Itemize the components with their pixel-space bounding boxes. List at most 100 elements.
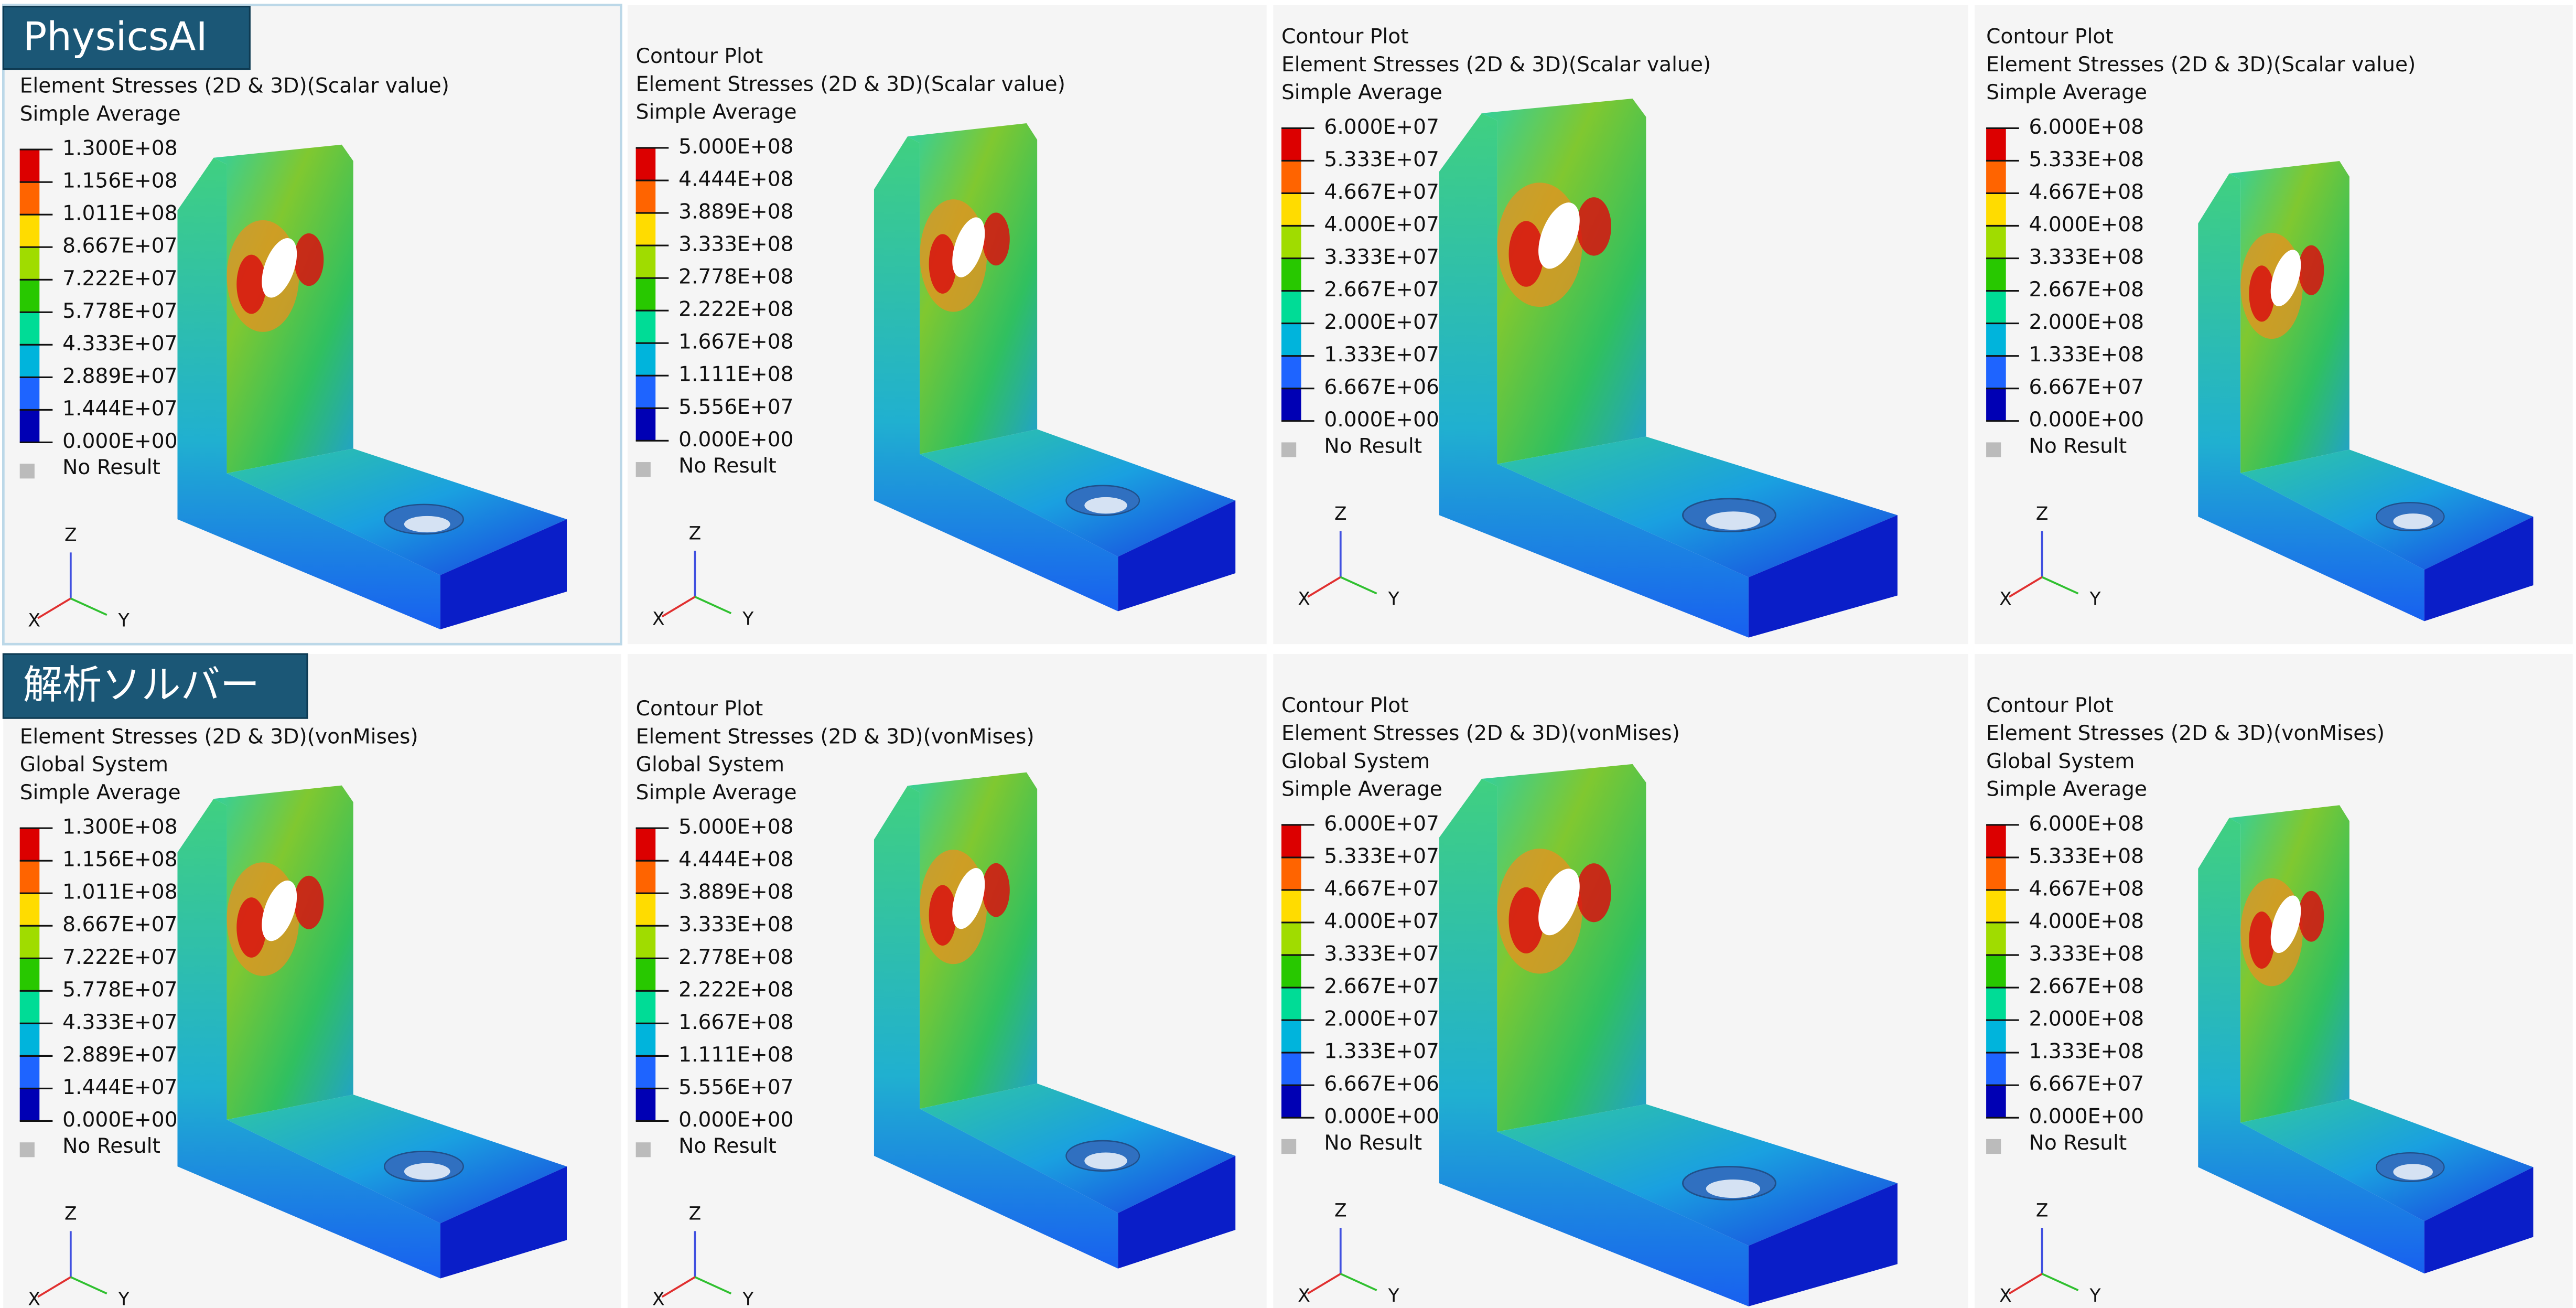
legend-color-band: [1986, 857, 2006, 890]
no-result-swatch: [1986, 442, 2001, 457]
no-result-label: No Result: [678, 1134, 777, 1158]
stress-hotspot: [2298, 245, 2324, 295]
axis-y: [2041, 576, 2079, 595]
legend-label: 1.667E+08: [678, 1011, 793, 1034]
axis-y-label: Y: [118, 1289, 130, 1308]
legend-label: 6.000E+07: [1324, 812, 1439, 835]
legend-label: 4.667E+07: [1324, 877, 1439, 900]
legend-color-band: [1986, 889, 2006, 923]
legend-color-band: [1281, 258, 1301, 291]
no-result-swatch: [19, 1142, 35, 1157]
panel-header-line: Element Stresses (2D & 3D)(Scalar value): [1281, 53, 1711, 77]
legend-label: 1.111E+08: [678, 1043, 793, 1067]
axis-y: [694, 596, 732, 615]
legend-label: 8.667E+07: [62, 234, 177, 258]
legend-label: 5.333E+07: [1324, 844, 1439, 868]
row-label-box: [2, 5, 251, 70]
legend-label: 4.000E+07: [1324, 213, 1439, 237]
legend-color-band: [635, 376, 656, 409]
axis-y: [1340, 1273, 1377, 1291]
legend-color-band: [635, 147, 656, 181]
legend-label: 2.222E+08: [678, 978, 793, 1002]
legend-color-band: [19, 280, 40, 313]
legend-label: 5.778E+07: [62, 978, 177, 1002]
legend-color-band: [19, 1023, 40, 1056]
axis-x-label: X: [1999, 1285, 2012, 1306]
legend-color-band: [1281, 889, 1301, 923]
stress-hotspot: [982, 863, 1010, 917]
bracket-side: [874, 786, 1118, 1269]
panel-header-line: Element Stresses (2D & 3D)(vonMises): [636, 725, 1034, 748]
legend-label: 5.556E+07: [678, 1076, 793, 1099]
legend-color-band: [1986, 258, 2006, 291]
panel-header-line: Global System: [1281, 749, 1430, 773]
legend-color-band: [635, 343, 656, 376]
legend-color-band: [1986, 1085, 2006, 1118]
no-result-swatch: [19, 464, 35, 479]
stress-hotspot: [294, 875, 324, 929]
legend-color-band: [1986, 922, 2006, 955]
legend-color-band: [635, 828, 656, 861]
legend-color-band: [19, 861, 40, 894]
panel-header-line: Element Stresses (2D & 3D)(Scalar value): [636, 72, 1065, 96]
stress-hotspot: [294, 233, 324, 286]
plate-hole: [262, 238, 297, 298]
legend-label: 1.156E+08: [62, 169, 177, 193]
panel-header-line: Simple Average: [636, 781, 797, 805]
bracket-model: [177, 144, 567, 630]
panel-header-line: Global System: [1986, 749, 2135, 773]
no-result-label: No Result: [62, 1134, 160, 1158]
panel-header-line: Contour Plot: [1986, 694, 2114, 717]
base-hole-inner: [1084, 497, 1127, 514]
legend-label: 3.889E+08: [678, 881, 793, 904]
legend-label: 4.333E+07: [62, 332, 177, 356]
legend-label: 7.222E+07: [62, 267, 177, 291]
axis-y-label: Y: [118, 610, 130, 631]
no-result-swatch: [1281, 442, 1297, 457]
legend-color-band: [1986, 226, 2006, 259]
no-result-swatch: [1986, 1139, 2001, 1154]
no-result-swatch: [635, 1142, 651, 1157]
legend-label: 1.333E+08: [2029, 1040, 2144, 1064]
legend-label: 5.556E+07: [678, 395, 793, 419]
legend-label: 4.000E+07: [1324, 909, 1439, 933]
legend-color-band: [19, 215, 40, 248]
legend-color-band: [1986, 193, 2006, 226]
legend-label: 1.111E+08: [678, 363, 793, 387]
legend-color-band: [635, 1088, 656, 1121]
legend-label: 4.667E+08: [2029, 877, 2144, 900]
row-label: PhysicsAI: [23, 14, 208, 60]
axis-x: [37, 1276, 71, 1298]
legend-label: 5.000E+08: [678, 816, 793, 839]
panel-header-line: Simple Average: [20, 102, 181, 126]
legend-color-band: [1986, 388, 2006, 421]
legend-label: 5.000E+08: [678, 135, 793, 158]
axis-z-label: Z: [2036, 1200, 2049, 1221]
plate-hole: [1538, 202, 1580, 269]
legend-label: 4.667E+08: [2029, 180, 2144, 204]
legend-label: 1.333E+07: [1324, 1040, 1439, 1064]
bracket-model: [1439, 98, 1898, 638]
plate-hole: [2270, 895, 2301, 953]
legend-label: 3.333E+07: [1324, 942, 1439, 966]
legend-label: 1.300E+08: [62, 816, 177, 839]
legend-color-band: [1281, 988, 1301, 1021]
axis-x-label: X: [28, 1289, 40, 1308]
no-result-label: No Result: [1324, 1131, 1422, 1155]
legend-color-band: [1986, 323, 2006, 356]
legend-label: 0.000E+00: [678, 428, 793, 452]
plate-hole: [2270, 250, 2301, 306]
axis-y-label: Y: [1388, 1285, 1400, 1306]
legend-color-band: [635, 278, 656, 311]
legend-color-band: [1281, 857, 1301, 890]
panel-header-line: Element Stresses (2D & 3D)(vonMises): [1986, 722, 2385, 745]
axis-y: [70, 1276, 107, 1295]
panel-header-line: Element Stresses (2D & 3D)(vonMises): [20, 725, 418, 748]
row-label-box: [2, 653, 308, 719]
axis-x-label: X: [652, 1289, 665, 1308]
axis-y: [70, 597, 107, 616]
legend-color-band: [19, 828, 40, 861]
legend-color-band: [19, 1056, 40, 1089]
bracket-model: [874, 772, 1236, 1269]
base-hole-inner: [2393, 1164, 2433, 1180]
